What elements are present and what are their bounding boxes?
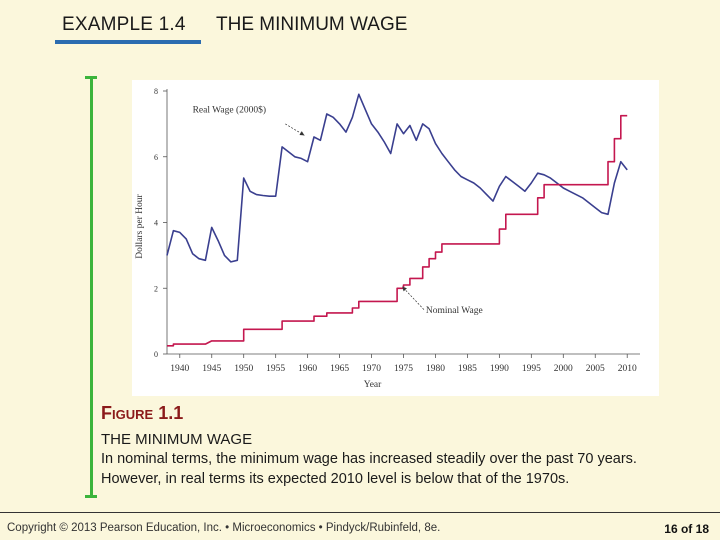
figure-caption: FIGURE 1.1 THE MINIMUM WAGE In nominal t…	[101, 403, 701, 489]
nominal-wage-annotation: Nominal Wage	[426, 306, 483, 316]
y-tick-label-0: 0	[154, 350, 158, 359]
x-tick-label-1955: 1955	[266, 364, 285, 374]
bracket-cap-bottom	[85, 495, 97, 498]
x-tick-label-2000: 2000	[554, 364, 573, 374]
nominal-wage-annotation-leader	[401, 286, 425, 310]
real-wage-line	[166, 93, 628, 263]
page-title: THE MINIMUM WAGE	[216, 14, 408, 35]
chart-panel: 0 2 4 6 8 1940 1945 1950 1955 1960 1965 1970 1975 198…	[132, 80, 659, 396]
y-tick-label-2: 2	[154, 284, 158, 293]
figure-number: 1.1	[158, 403, 184, 423]
minimum-wage-chart: 0 2 4 6 8 1940 1945 1950 1955 1960 1965 1970 1975 198…	[135, 87, 640, 390]
page-number: 16 of 18	[664, 522, 709, 536]
x-tick-label-1965: 1965	[330, 364, 349, 374]
y-axis-label: Dollars per Hour	[135, 193, 145, 258]
x-tick-label-1995: 1995	[522, 364, 541, 374]
y-tick-label-6: 6	[154, 153, 158, 162]
y-tick-label-8: 8	[154, 87, 158, 96]
header-accent-bar	[55, 40, 201, 44]
example-label: EXAMPLE 1.4	[62, 14, 186, 35]
figure-subtitle: THE MINIMUM WAGE	[101, 431, 253, 448]
x-tick-label-1985: 1985	[458, 364, 477, 374]
annotation-layer: Real Wage (2000$) Nominal Wage	[193, 104, 483, 316]
x-tick-label-1950: 1950	[234, 364, 253, 374]
x-tick-label-2005: 2005	[586, 364, 605, 374]
footer-divider	[0, 512, 720, 513]
x-tick-label-1960: 1960	[298, 364, 317, 374]
axes-layer: 0 2 4 6 8 1940 1945 1950 1955 1960 1965 1970 1975 198…	[135, 87, 640, 390]
x-tick-label-1945: 1945	[202, 364, 221, 374]
x-tick-label-1940: 1940	[170, 364, 189, 374]
real-wage-annotation: Real Wage (2000$)	[193, 104, 266, 115]
x-tick-label-1975: 1975	[394, 364, 413, 374]
footer-copyright: Copyright © 2013 Pearson Education, Inc.…	[7, 522, 441, 534]
nominal-wage-line	[167, 114, 628, 347]
figure-label-f: F	[101, 403, 112, 423]
figure-description: In nominal terms, the minimum wage has i…	[101, 451, 637, 487]
real-wage-annotation-arrowhead	[299, 131, 305, 136]
series-layer	[166, 93, 628, 347]
x-tick-label-1970: 1970	[362, 364, 381, 374]
figure-label: FIGURE 1.1	[101, 403, 701, 424]
nominal-wage-annotation-arrowhead	[402, 286, 407, 292]
x-tick-label-1990: 1990	[490, 364, 509, 374]
figure-label-rest: IGURE	[112, 407, 154, 422]
y-tick-label-4: 4	[154, 219, 158, 228]
x-tick-label-1980: 1980	[426, 364, 445, 374]
x-tick-label-2010: 2010	[618, 364, 637, 374]
x-axis-label: Year	[364, 380, 382, 390]
green-bracket	[90, 77, 93, 497]
